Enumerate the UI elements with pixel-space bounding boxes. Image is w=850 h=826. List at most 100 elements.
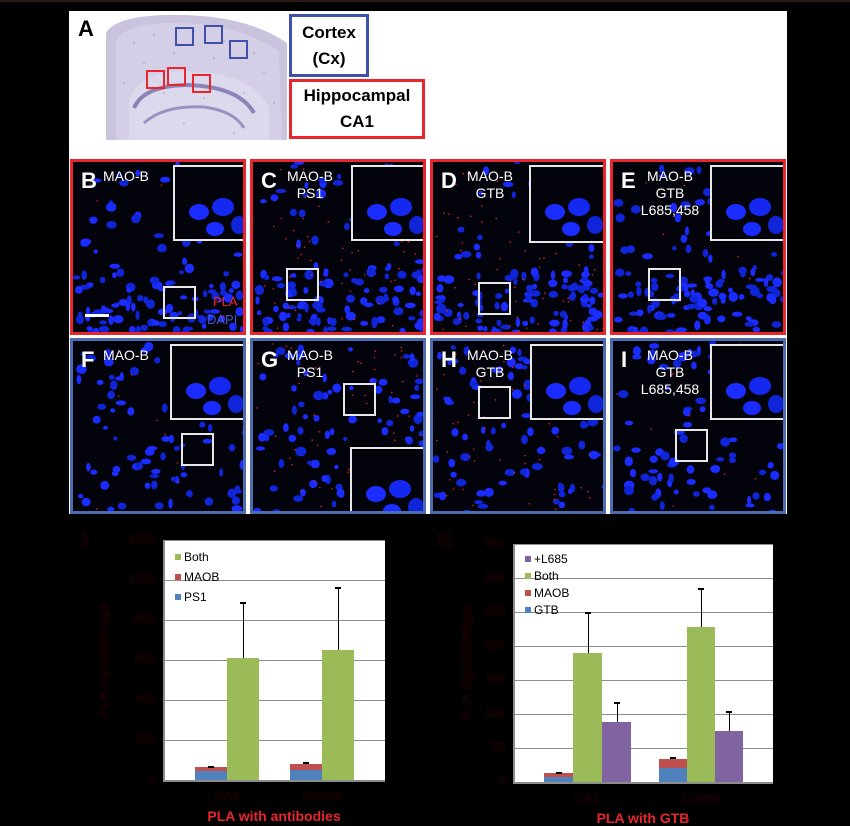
condition-line: GTB [475,364,505,380]
condition-line: MAO-B [467,168,513,184]
y-tick-label: 300 [484,570,505,584]
x-axis-title: PLA with antibodies [207,808,341,824]
error-bar-cap [613,701,620,704]
cortex-region-box-1 [175,27,194,46]
gridline [513,544,773,545]
cortex-legend-box: Cortex (Cx) [289,14,369,77]
condition-label: MAO-B GTB L685,458 [635,347,705,398]
y-tick-label: 1200 [128,532,155,546]
legend-label: MAOB [534,586,570,600]
inset-source-box [343,383,376,416]
error-bar-cap [670,756,676,759]
legend-item: Both [175,550,209,564]
error-bar-cap [335,587,341,589]
inset-source-box [648,268,681,301]
y-tick-label: 100 [484,706,505,720]
dapi-channel-label: DAPI [207,312,238,327]
panel-letter-a: A [78,16,94,41]
cortex-legend-line2: (Cx) [312,48,346,68]
hippocampal-legend-line2: CA1 [339,112,374,131]
gridline [163,580,385,581]
micrograph-letter: C [261,168,277,193]
x-axis-title: PLA with GTB [596,810,690,826]
scale-bar [85,314,109,317]
error-bar-cap [698,587,704,590]
condition-line: GTB [475,185,505,201]
condition-label: MAO-B PS1 [275,347,345,381]
y-tick-label: 800 [134,612,155,626]
legend-item: Both [525,569,559,583]
x-category-label: CA1 [574,790,600,805]
micrograph-panel-b: B MAO-B PLA DAPI [70,159,246,335]
gridline [513,612,773,613]
micrograph-panel-i: I MAO-B GTB L685,458 [610,338,786,514]
condition-line: MAO-B [467,347,513,363]
bar-l685 [602,722,631,782]
y-tick-label: 50 [491,740,505,754]
y-axis [163,540,165,780]
legend-label: GTB [534,603,559,617]
bar-l685 [715,731,743,782]
bar-both [687,626,715,782]
error-bar [338,587,339,650]
chart-letter-k: K [438,530,453,552]
condition-label: MAO-B [103,347,149,364]
y-tick-label: 400 [134,692,155,706]
legend-swatch [175,554,181,560]
brain-section-image [104,13,287,140]
y-tick-label: 0 [148,772,155,786]
error-bar [729,711,730,731]
condition-line: L685,458 [640,381,700,397]
bar-maob [544,773,573,778]
legend-item: MAOB [525,586,569,600]
condition-label: MAO-B [103,168,149,185]
legend-label: PS1 [184,590,207,604]
zoom-inset [350,447,423,511]
x-category-label: Cortex [681,790,721,805]
legend-swatch [175,574,181,580]
y-axis-title: PLA signals/image [95,602,111,718]
gridline [513,680,773,681]
error-bar-cap [555,771,562,774]
inset-source-box [286,268,319,301]
condition-label: MAO-B GTB [455,347,525,381]
hippocampal-legend-box: Hippocampal CA1 [289,79,425,139]
ca1-region-box-2 [167,67,186,86]
bar-maob [659,758,687,768]
error-bar [243,602,244,658]
y-axis-title: PLA signals/image [458,605,474,721]
gridline [163,660,385,661]
legend-label: +L685 [534,552,568,566]
condition-line: MAO-B [647,168,693,184]
y-tick-label: 200 [484,638,505,652]
zoom-inset [351,165,423,241]
condition-line: GTB [655,364,685,380]
gridline [513,578,773,579]
condition-line: L685,458 [640,202,700,218]
x-category-label: Cortex [302,788,342,803]
condition-label: MAO-B GTB L685,458 [635,168,705,219]
condition-line: MAO-B [287,168,333,184]
zoom-inset [710,344,783,420]
gridline [513,748,773,749]
micrograph-panel-c: C MAO-B PS1 [250,159,426,335]
condition-label: MAO-B GTB [455,168,525,202]
zoom-inset [529,165,603,243]
legend-swatch [525,590,531,596]
bar-ps1 [195,771,227,780]
cortex-region-box-3 [229,40,248,59]
zoom-inset [173,165,243,241]
micrograph-panel-g: G MAO-B PS1 [250,338,426,514]
inset-source-box [675,429,708,462]
condition-line: GTB [655,185,685,201]
bar-gtb [659,767,687,782]
error-bar-cap [584,612,591,614]
x-category-label: CA1 [214,788,240,803]
legend-item: MAOB [175,570,219,584]
legend-item: +L685 [525,552,568,566]
y-tick-label: 350 [484,536,505,550]
y-tick-label: 600 [134,652,155,666]
micrograph-letter: G [261,347,279,372]
micrograph-panel-h: H MAO-B GTB [430,338,606,514]
inset-source-box [478,386,511,419]
